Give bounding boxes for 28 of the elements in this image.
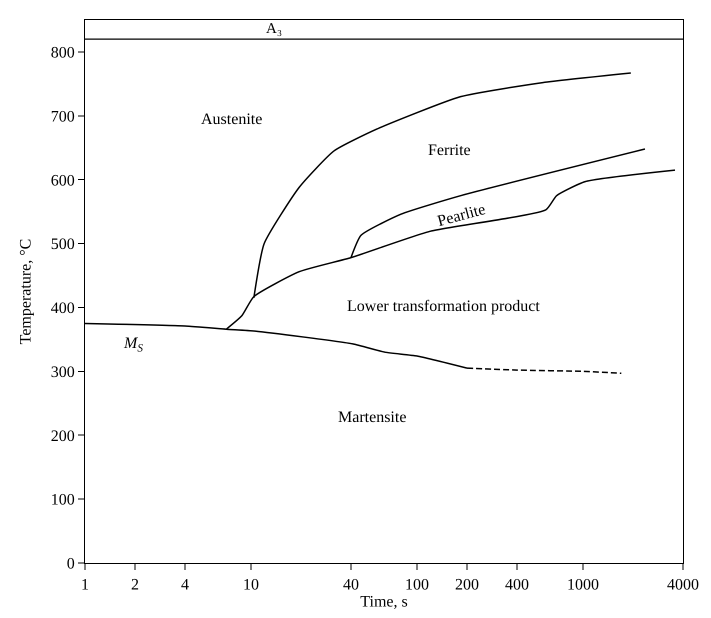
x-tick-label: 1 xyxy=(81,576,89,594)
x-tick-label: 200 xyxy=(455,576,480,594)
x-tick-label: 1000 xyxy=(567,576,600,594)
y-tick-label: 700 xyxy=(50,108,75,126)
y-axis-title: Temperature, °C xyxy=(18,238,35,344)
annotation: Austenite xyxy=(201,111,262,128)
y-tick-label: 400 xyxy=(50,300,75,318)
x-tick-label: 400 xyxy=(504,576,529,594)
x-axis-title: Time, s xyxy=(360,593,408,610)
x-tick-label: 4000 xyxy=(667,576,699,594)
ref-line-label: A₃ xyxy=(266,21,282,37)
x-tick-label: 40 xyxy=(342,576,359,594)
annotation: Ferrite xyxy=(428,142,471,159)
x-tick-label: 100 xyxy=(405,576,430,594)
y-tick-label: 0 xyxy=(66,556,75,573)
y-tick-label: 600 xyxy=(50,172,75,190)
annotation: M$_{S}$ xyxy=(123,335,144,354)
annotation: Martensite xyxy=(338,409,406,426)
y-tick-label: 500 xyxy=(50,236,75,254)
y-tick-label: 100 xyxy=(50,492,75,509)
x-tick-label: 10 xyxy=(243,576,260,594)
x-tick-label: 4 xyxy=(180,576,189,594)
y-tick-label: 300 xyxy=(50,364,75,381)
y-tick-label: 800 xyxy=(50,44,75,62)
annotation: Lower transformation product xyxy=(347,298,540,315)
x-tick-label: 2 xyxy=(130,576,139,594)
y-tick-label: 200 xyxy=(50,428,75,445)
annotation: Pearlite xyxy=(436,201,488,230)
